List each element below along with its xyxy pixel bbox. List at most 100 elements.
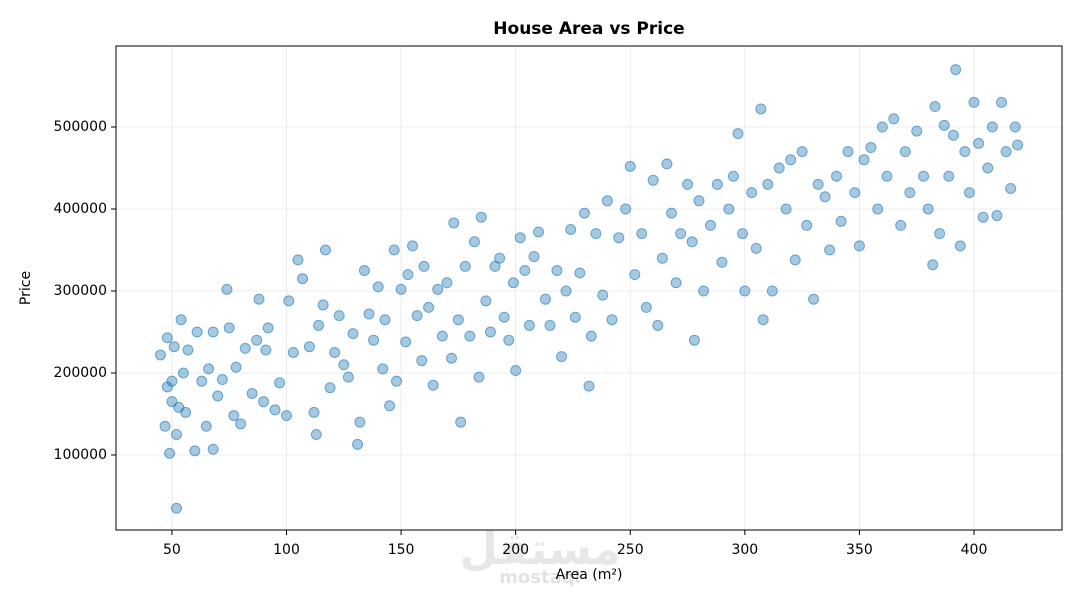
point (686, 236, 698, 248)
point (384, 400, 396, 412)
point (666, 207, 677, 219)
point (711, 178, 723, 190)
y-tick-label: 300000 (54, 283, 107, 299)
point (904, 187, 916, 199)
point (737, 228, 749, 240)
point (808, 293, 820, 305)
point (281, 410, 292, 422)
point (865, 142, 877, 154)
point (317, 299, 329, 311)
point (656, 252, 668, 264)
point (785, 154, 797, 166)
point (565, 223, 577, 235)
point (308, 406, 320, 418)
point (911, 125, 923, 137)
point (372, 281, 384, 293)
point (640, 301, 652, 313)
point (723, 203, 735, 215)
point (780, 203, 792, 215)
point (269, 404, 281, 416)
point (303, 341, 315, 353)
x-axis-label: Area (m²) (556, 567, 623, 583)
point (606, 314, 618, 326)
point (189, 445, 201, 457)
point (895, 219, 907, 231)
point (411, 310, 423, 322)
point (766, 285, 778, 297)
point (560, 285, 572, 297)
point (212, 390, 224, 402)
point (484, 326, 496, 338)
point (418, 260, 430, 272)
point (347, 328, 359, 340)
point (539, 293, 551, 305)
point (319, 244, 331, 256)
y-tick-label: 100000 (54, 447, 107, 463)
point (358, 264, 370, 276)
point (161, 332, 173, 344)
point (427, 379, 439, 391)
point (872, 203, 884, 215)
point (164, 447, 176, 459)
x-tick-label: 250 (617, 542, 644, 558)
point (704, 219, 716, 231)
point (583, 380, 595, 392)
point (297, 273, 309, 285)
point (938, 119, 950, 131)
x-tick-label: 200 (502, 542, 529, 558)
point (498, 311, 510, 323)
point (432, 283, 444, 295)
y-tick-label: 200000 (54, 365, 107, 381)
point (624, 160, 636, 172)
point (801, 219, 813, 231)
point (698, 285, 710, 297)
point (918, 170, 930, 182)
point (292, 254, 304, 266)
x-tick-label: 300 (731, 542, 758, 558)
point (789, 254, 801, 266)
point (475, 211, 487, 223)
point (200, 420, 212, 432)
point (835, 215, 847, 227)
point (1005, 183, 1017, 195)
watermark: mostaql (499, 567, 581, 588)
point (436, 330, 448, 342)
point (613, 232, 625, 244)
point (661, 158, 673, 170)
point (757, 314, 769, 326)
point (762, 178, 774, 190)
point (986, 121, 998, 133)
point (954, 240, 966, 252)
point (597, 289, 609, 301)
point (391, 375, 402, 387)
points (154, 64, 1024, 514)
point (514, 232, 526, 244)
point (773, 162, 785, 174)
point (544, 319, 556, 331)
point (423, 301, 435, 313)
point (333, 310, 345, 322)
point (464, 330, 476, 342)
x-tick-label: 100 (273, 542, 300, 558)
point (324, 382, 336, 394)
point (670, 277, 682, 289)
point (1000, 146, 1012, 158)
point (881, 170, 893, 182)
point (574, 267, 586, 279)
point (1012, 139, 1024, 151)
point (168, 341, 180, 353)
point (578, 207, 590, 219)
point (929, 101, 941, 113)
point (812, 178, 824, 190)
point (402, 269, 414, 281)
point (888, 113, 900, 125)
point (858, 154, 870, 166)
point (221, 283, 233, 295)
point (166, 375, 178, 387)
point (494, 252, 506, 264)
point (342, 371, 354, 383)
point (448, 217, 460, 229)
watermark: مستقل (460, 524, 621, 575)
point (203, 363, 215, 375)
point (175, 314, 187, 326)
